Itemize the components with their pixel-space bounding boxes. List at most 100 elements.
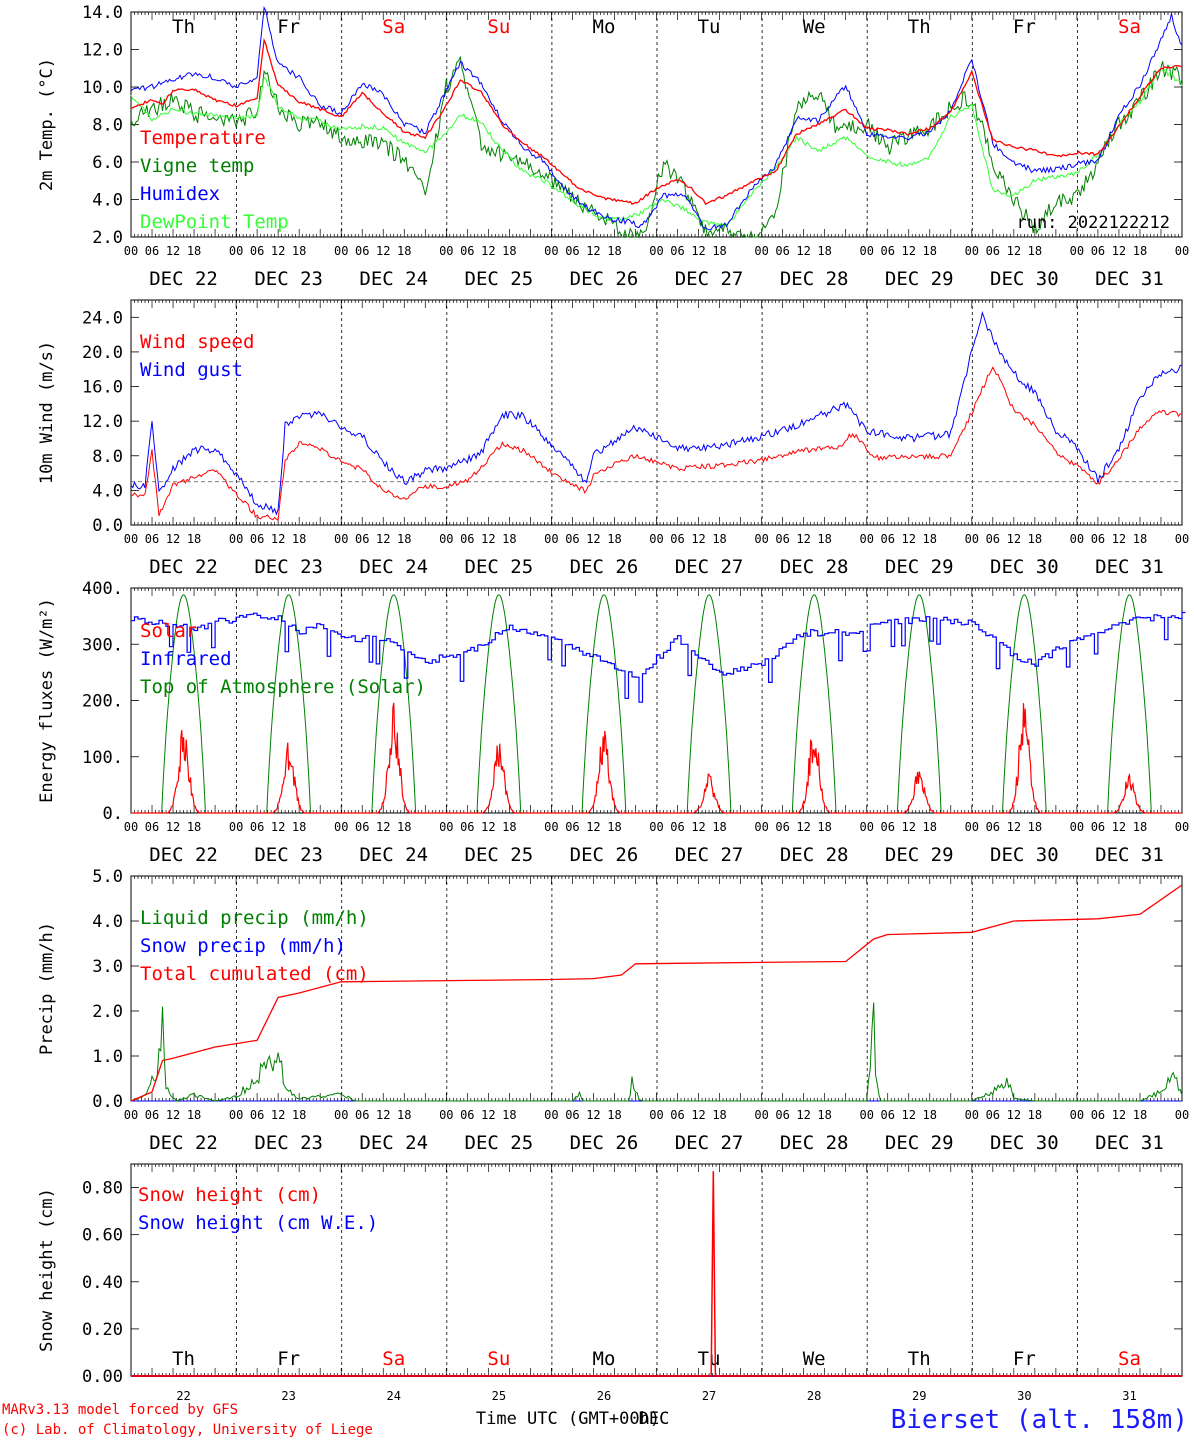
date-label: DEC 27 [675, 1132, 744, 1154]
hour-tick-label: 06 [145, 244, 159, 258]
date-label: DEC 31 [1095, 556, 1164, 578]
date-label: DEC 28 [780, 268, 849, 290]
date-label: DEC 27 [675, 844, 744, 866]
legend-entry: Temperature [140, 127, 266, 149]
wind-gust-line [130, 310, 1183, 516]
hour-tick-label: 18 [712, 1108, 726, 1122]
hour-tick-label: 06 [880, 1108, 894, 1122]
hour-tick-label: 12 [796, 1108, 810, 1122]
liquid-precip-line [130, 1002, 1183, 1102]
weekday-label: Sa [1118, 16, 1141, 38]
y-tick-label: 0.0 [92, 516, 123, 536]
weekday-label: Sa [382, 1348, 405, 1370]
hour-tick-label: 18 [292, 244, 306, 258]
hour-tick-label: 00 [754, 1108, 768, 1122]
hour-tick-label: 06 [670, 1108, 684, 1122]
weekday-label: Sa [1118, 1348, 1141, 1370]
hour-tick-label: 06 [250, 244, 264, 258]
legend-entry: Infrared [140, 648, 232, 670]
day-number-label: 26 [597, 1389, 611, 1403]
hour-tick-label: 00 [859, 532, 873, 546]
hour-tick-label: 00 [1175, 820, 1189, 834]
hour-tick-label: 18 [817, 1108, 831, 1122]
energy-panel: 0. 100. 200. 300. 400. Energy fluxes (W/m²) 00… [37, 579, 1189, 866]
weekday-label: Th [172, 16, 195, 38]
hour-tick-label: 12 [1007, 1108, 1021, 1122]
y-tick-label: 0.00 [82, 1367, 123, 1387]
hour-tick-label: 12 [796, 244, 810, 258]
hour-tick-label: 06 [565, 1108, 579, 1122]
hour-tick-label: 18 [187, 1108, 201, 1122]
hour-tick-label: 12 [1007, 244, 1021, 258]
date-label: DEC 30 [990, 1132, 1059, 1154]
hour-tick-label: 00 [124, 244, 138, 258]
legend-entry: Humidex [140, 183, 220, 205]
hour-tick-label: 00 [334, 244, 348, 258]
hour-tick-label: 06 [986, 1108, 1000, 1122]
hour-tick-label: 12 [271, 244, 285, 258]
hour-tick-label: 12 [586, 532, 600, 546]
plot-frame [130, 11, 1183, 238]
legend-entry: Vigne temp [140, 155, 254, 177]
y-tick-label: 100. [82, 748, 123, 768]
hour-tick-label: 00 [1070, 532, 1084, 546]
date-label: DEC 23 [254, 844, 323, 866]
precip-panel: 0.0 1.0 2.0 3.0 4.0 5.0 Precip (mm/h) 00 06 12 18 D… [37, 867, 1189, 1154]
hour-tick-label: 12 [1112, 1108, 1126, 1122]
y-tick-label: 24.0 [82, 308, 123, 328]
hour-tick-label: 00 [859, 1108, 873, 1122]
legend-entry: Liquid precip (mm/h) [140, 907, 369, 929]
y-axis-label: Precip (mm/h) [37, 922, 57, 1055]
hour-tick-label: 12 [376, 532, 390, 546]
weekday-label: Sa [382, 16, 405, 38]
hour-tick-label: 12 [166, 244, 180, 258]
hour-tick-label: 00 [439, 532, 453, 546]
hour-tick-label: 06 [1091, 532, 1105, 546]
hour-tick-label: 00 [439, 1108, 453, 1122]
date-label: DEC 28 [780, 556, 849, 578]
hour-tick-label: 12 [796, 532, 810, 546]
y-tick-label: 6.0 [92, 153, 123, 173]
infrared-line [131, 611, 1186, 703]
date-label: DEC 22 [149, 1132, 218, 1154]
hour-tick-label: 18 [1133, 244, 1147, 258]
hour-tick-label: 00 [1070, 1108, 1084, 1122]
snow-height-line [131, 1171, 1182, 1377]
y-axis-label: Snow height (cm) [37, 1188, 57, 1352]
date-label: DEC 25 [465, 556, 534, 578]
y-tick-label: 12.0 [82, 412, 123, 432]
hour-tick-label: 06 [460, 1108, 474, 1122]
hour-tick-label: 06 [460, 820, 474, 834]
date-label: DEC 28 [780, 844, 849, 866]
hour-tick-label: 18 [1028, 532, 1042, 546]
hour-tick-label: 06 [775, 820, 789, 834]
y-tick-label: 0. [103, 804, 123, 824]
legend-entry: Snow height (cm) [138, 1184, 321, 1206]
hour-tick-label: 06 [880, 820, 894, 834]
hour-tick-label: 18 [923, 244, 937, 258]
legend-entry: Wind speed [140, 331, 254, 353]
day-number-label: 23 [281, 1389, 295, 1403]
hour-tick-label: 06 [670, 244, 684, 258]
hour-tick-label: 00 [544, 244, 558, 258]
hour-tick-label: 18 [817, 244, 831, 258]
hour-tick-label: 00 [439, 244, 453, 258]
date-label: DEC 30 [990, 556, 1059, 578]
hour-tick-label: 18 [607, 1108, 621, 1122]
date-label: DEC 22 [149, 268, 218, 290]
weekday-label: Fr [1013, 16, 1036, 38]
y-tick-label: 16.0 [82, 378, 123, 398]
humidex-line [130, 5, 1183, 231]
y-tick-label: 0.80 [82, 1179, 123, 1199]
hour-tick-label: 00 [1070, 820, 1084, 834]
hour-tick-label: 00 [649, 532, 663, 546]
date-label: DEC 23 [254, 1132, 323, 1154]
hour-tick-label: 06 [460, 532, 474, 546]
hour-tick-label: 12 [481, 532, 495, 546]
hour-tick-label: 06 [250, 1108, 264, 1122]
hour-tick-label: 18 [397, 1108, 411, 1122]
hour-tick-label: 12 [902, 244, 916, 258]
hour-tick-label: 18 [1133, 1108, 1147, 1122]
weekday-label: Tu [698, 16, 721, 38]
hour-tick-label: 06 [355, 532, 369, 546]
